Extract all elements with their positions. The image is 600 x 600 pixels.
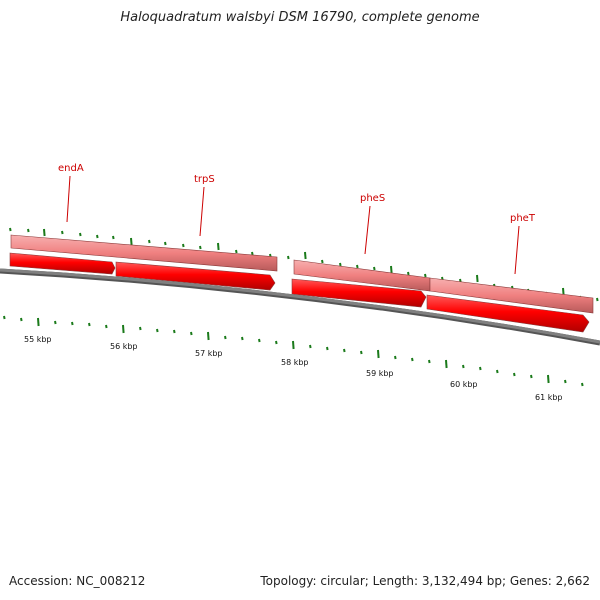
tick-mark <box>476 274 479 283</box>
cds-feature <box>429 277 594 314</box>
tick-mark <box>148 239 151 244</box>
scale-tick <box>411 357 414 362</box>
scale-tick <box>3 315 6 320</box>
scale-tick <box>479 366 482 371</box>
scale-tick <box>360 350 363 355</box>
tick-mark <box>79 232 82 237</box>
accession-text: Accession: NC_008212 <box>9 574 146 588</box>
scale-tick <box>530 374 533 379</box>
tick-mark <box>112 235 115 240</box>
gene-label: pheT <box>510 213 536 224</box>
gene-feature-track <box>9 252 590 333</box>
label-leader-line <box>66 175 71 223</box>
tick-mark <box>130 237 133 246</box>
scale-label: 58 kbp <box>281 358 309 367</box>
backbone-line <box>0 268 600 344</box>
scale-label: 61 kbp <box>535 393 563 402</box>
scale-tick <box>343 348 346 353</box>
scale-tick <box>54 320 57 325</box>
gene-arrow <box>115 261 276 291</box>
tick-mark <box>217 242 220 251</box>
tick-mark <box>407 271 410 276</box>
scale-tick <box>122 324 125 334</box>
label-leader-line <box>199 186 205 237</box>
scale-tick <box>462 364 465 369</box>
scale-tick <box>20 317 23 322</box>
scale-tick <box>105 324 108 329</box>
tick-mark <box>9 227 12 232</box>
tick-mark <box>287 255 290 260</box>
scale-tick <box>173 329 176 334</box>
scale-tick-track: 55 kbp 56 kbp 57 kbp 58 kbp 59 kbp 60 kbp 61 k… <box>3 315 584 402</box>
tick-mark <box>373 266 376 271</box>
scale-tick <box>37 317 40 327</box>
scale-tick <box>564 379 567 384</box>
scale-label: 60 kbp <box>450 380 478 389</box>
map-title: Haloquadratum walsbyi DSM 16790, complet… <box>120 10 480 25</box>
scale-tick <box>445 359 448 369</box>
tick-mark <box>390 265 393 274</box>
gene-label: pheS <box>360 193 385 204</box>
scale-label: 57 kbp <box>195 349 223 358</box>
scale-tick <box>241 336 244 341</box>
scale-tick <box>326 346 329 351</box>
scale-label: 56 kbp <box>110 342 138 351</box>
scale-tick <box>309 344 312 349</box>
tick-mark <box>562 287 565 296</box>
cds-feature <box>10 234 278 272</box>
label-leader-line <box>514 225 520 275</box>
scale-tick <box>258 338 261 343</box>
scale-tick <box>292 340 295 350</box>
scale-label: 59 kbp <box>366 369 394 378</box>
tick-mark <box>596 297 599 302</box>
scale-tick <box>394 355 397 360</box>
label-leader-line <box>364 205 371 255</box>
tick-mark <box>61 230 64 235</box>
gene-arrow <box>426 294 590 333</box>
scale-tick <box>428 359 431 364</box>
scale-tick <box>71 321 74 326</box>
cds-feature-track <box>10 234 594 314</box>
tick-mark <box>356 264 359 269</box>
scale-tick <box>156 328 159 333</box>
gene-label-layer: endA trpS pheS pheT <box>58 163 536 275</box>
scale-label: 55 kbp <box>24 335 52 344</box>
scale-tick <box>139 326 142 331</box>
gene-label: trpS <box>194 174 215 185</box>
tick-mark <box>27 228 30 233</box>
tick-mark <box>251 251 254 256</box>
tick-mark <box>199 245 202 250</box>
tick-mark <box>339 262 342 267</box>
scale-tick <box>581 382 584 387</box>
gene-label: endA <box>58 163 84 174</box>
scale-tick <box>547 374 550 384</box>
scale-tick <box>513 372 516 377</box>
tick-mark <box>321 259 324 264</box>
tick-mark <box>182 243 185 248</box>
scale-tick <box>207 331 210 341</box>
tick-mark <box>164 241 167 246</box>
genome-summary-text: Topology: circular; Length: 3,132,494 bp… <box>260 574 590 588</box>
tick-mark <box>235 249 238 254</box>
tick-mark <box>304 251 307 260</box>
gene-arrow <box>291 278 427 308</box>
gene-arrow <box>9 252 116 275</box>
genome-backbone <box>0 268 600 346</box>
scale-tick <box>275 340 278 345</box>
tick-mark <box>424 273 427 278</box>
scale-tick <box>190 331 193 336</box>
scale-tick <box>88 322 91 327</box>
scale-tick <box>496 369 499 374</box>
scale-tick <box>224 335 227 340</box>
scale-tick <box>377 349 380 359</box>
tick-mark <box>96 234 99 239</box>
tick-mark <box>43 228 46 237</box>
